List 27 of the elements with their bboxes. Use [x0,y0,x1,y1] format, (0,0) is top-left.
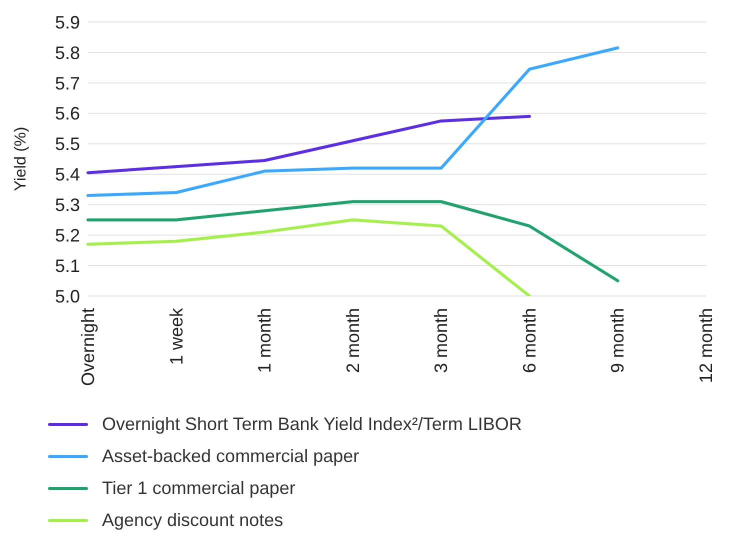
y-tick-label: 5.2 [54,226,80,246]
y-tick-label: 5.3 [54,195,80,216]
x-tick-label: 6 month [519,308,540,374]
y-tick-label: 5.6 [54,104,80,124]
y-tick-label: 5.9 [54,12,80,32]
line-series [86,114,531,174]
x-tick-label: 1 month [254,308,275,374]
x-tick-label: 2 month [342,308,363,374]
y-tick-label: 5.7 [54,73,80,94]
x-tick-label: 1 week [166,307,186,366]
legend-label: Asset-backed commercial paper [102,446,360,466]
legend-label: Tier 1 commercial paper [102,478,296,498]
x-tick-label: Overnight [78,308,98,386]
y-tick-label: 5.8 [54,42,80,63]
x-tick-label: 3 month [431,308,452,374]
legend-label: Agency discount notes [102,510,284,530]
line-series [86,218,531,296]
y-tick-label: 5.4 [54,164,80,185]
legend-label: Overnight Short Term Bank Yield Index²/Term LIBOR [102,414,522,434]
y-tick-label: 5.1 [54,256,80,276]
x-tick-label: 9 month [608,308,628,374]
y-tick-label: 5.5 [54,134,80,154]
x-tick-label: 12 month [696,308,716,384]
line-series [86,46,620,198]
y-axis-title: Yield (%) [12,126,30,192]
y-tick-label: 5.0 [54,286,80,306]
line-series [86,200,620,282]
